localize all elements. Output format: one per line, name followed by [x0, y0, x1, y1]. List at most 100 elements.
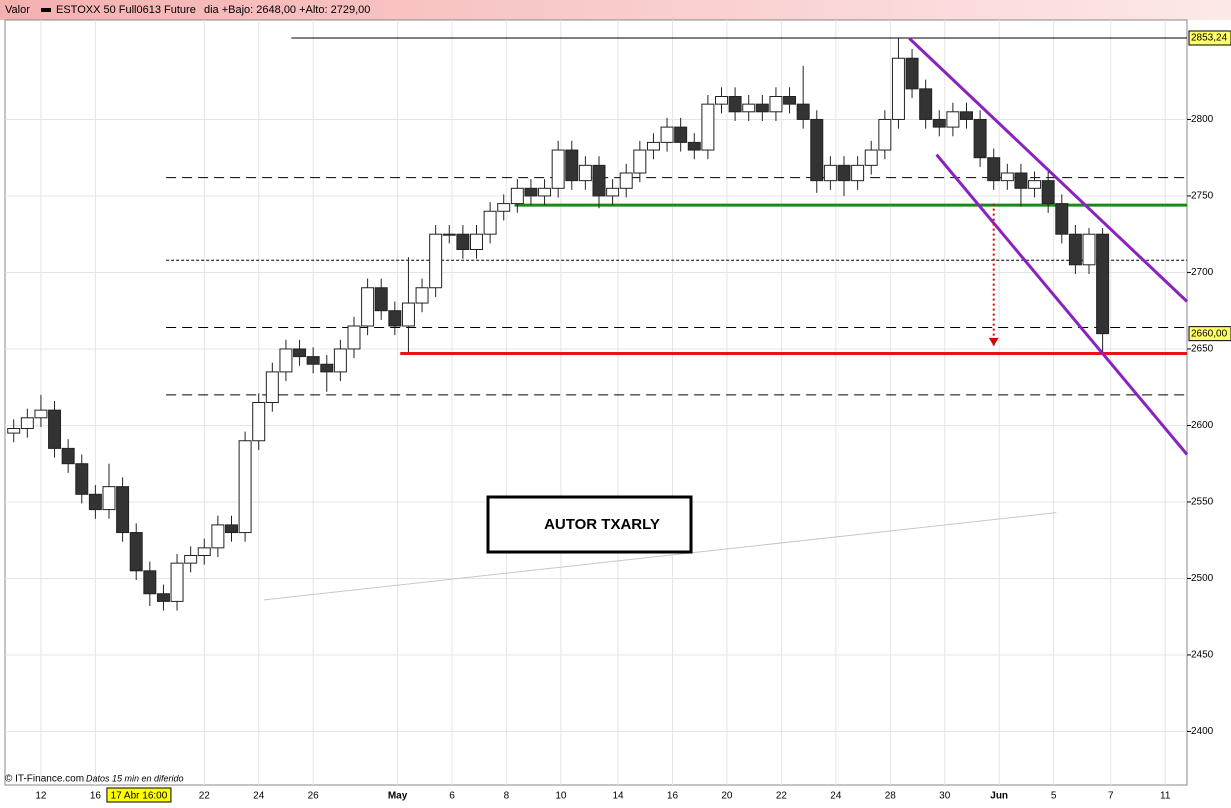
x-tick-label: Jun — [990, 791, 1008, 802]
candle-body — [129, 532, 143, 572]
header-bar — [0, 0, 1231, 20]
x-tick-label: 16 — [667, 791, 679, 802]
candle-body — [306, 356, 320, 365]
y-tick-label: 2700 — [1191, 267, 1214, 278]
candle-body — [75, 463, 89, 495]
y-tick-label: 2800 — [1191, 114, 1214, 125]
candle-body — [347, 325, 361, 350]
header-label: Valor — [5, 4, 30, 16]
x-tick-label: May — [388, 791, 408, 802]
candle-body — [674, 126, 688, 143]
x-tick-label: 11 — [1160, 791, 1171, 802]
candle-body — [442, 233, 456, 236]
y-tick-label: 2450 — [1191, 650, 1214, 661]
candle-body — [810, 118, 824, 182]
candle-body — [783, 96, 797, 105]
x-tick-label: 22 — [776, 791, 788, 802]
candle-body — [34, 409, 48, 419]
candle-body — [1041, 180, 1055, 205]
candle-body — [293, 348, 307, 358]
candle-body — [211, 524, 225, 549]
candle-body — [578, 164, 592, 182]
price-label-box — [1188, 30, 1231, 46]
candle-body — [837, 164, 851, 182]
candle-body — [184, 555, 198, 564]
candle-body — [401, 302, 415, 327]
candle-body — [197, 547, 211, 556]
candle-body — [960, 111, 973, 120]
candle-body — [1000, 172, 1014, 182]
candle-body — [510, 187, 524, 205]
candle-body — [7, 428, 21, 434]
x-tick-label: 8 — [504, 791, 510, 802]
candle-body — [279, 348, 293, 373]
candle-body — [1014, 172, 1028, 189]
candle-body — [320, 363, 334, 373]
footer-note: Datos 15 min en diferido — [86, 773, 184, 783]
candle-body — [565, 149, 579, 182]
candle-body — [374, 287, 388, 312]
candle-body — [551, 149, 565, 189]
candle-body — [470, 233, 483, 250]
candle-body — [973, 118, 987, 159]
x-tick-label: 30 — [939, 791, 951, 802]
candle-body — [742, 103, 756, 113]
candle-body — [946, 111, 960, 128]
candle-body — [796, 103, 810, 120]
y-tick-label: 2750 — [1191, 191, 1214, 202]
overlay-line — [908, 37, 1189, 303]
candle-body — [88, 493, 102, 511]
x-tick-label: 12 — [35, 791, 47, 802]
candle-body — [388, 310, 402, 327]
price-label: 2660,00 — [1191, 328, 1228, 339]
candle-body — [415, 287, 429, 304]
candle-body — [919, 88, 933, 120]
x-tick-label: 20 — [721, 791, 733, 802]
price-label-box — [1188, 326, 1231, 342]
candle-body — [1068, 233, 1082, 266]
legend-entry: ESTOXX 50 Full0613 Future — [56, 4, 196, 16]
candle-body — [932, 118, 946, 128]
candle-body — [265, 371, 279, 403]
annotation: AUTOR TXARLY — [544, 516, 660, 533]
candle-body — [156, 593, 170, 602]
x-tick-label: 7 — [1108, 791, 1114, 802]
annotation-box — [486, 495, 693, 554]
candle-body — [48, 409, 62, 449]
y-tick-label: 2550 — [1191, 497, 1214, 508]
legend-swatch — [41, 8, 51, 12]
candle-body — [497, 203, 511, 212]
candle-body — [238, 440, 252, 534]
candle-body — [116, 486, 130, 534]
y-tick-label: 2600 — [1191, 420, 1214, 431]
x-tick-label: 6 — [449, 791, 455, 802]
x-tick-label: 14 — [612, 791, 624, 802]
candle-body — [429, 233, 443, 289]
candle-body — [225, 524, 238, 534]
price-label: 2853,24 — [1191, 33, 1228, 44]
candle-body — [1028, 180, 1042, 189]
x-tick-label: 24 — [253, 791, 265, 802]
candle-body — [1055, 203, 1069, 235]
chart-subtitle: dia +Bajo: 2648,00 +Alto: 2729,00 — [204, 4, 370, 16]
candle-body — [1082, 233, 1096, 266]
x-tick-label: 16 — [90, 791, 102, 802]
candle-body — [715, 96, 728, 105]
overlay-line — [264, 512, 1057, 601]
candle-body — [905, 57, 919, 90]
candle-body — [102, 486, 116, 511]
x-tick-label: 28 — [885, 791, 897, 802]
candle-body — [987, 157, 1001, 182]
candle-body — [524, 187, 538, 197]
candle-body — [252, 402, 266, 442]
candle-body — [538, 187, 552, 197]
candle-body — [606, 187, 620, 197]
x-tick-label: 26 — [308, 791, 320, 802]
x-tick-label: 22 — [199, 791, 211, 802]
candle-body — [633, 149, 647, 174]
candle-body — [891, 57, 905, 120]
y-tick-label: 2500 — [1191, 573, 1214, 584]
candle-body — [143, 570, 157, 595]
cursor-label: 17 Abr 16:00 — [111, 791, 168, 802]
